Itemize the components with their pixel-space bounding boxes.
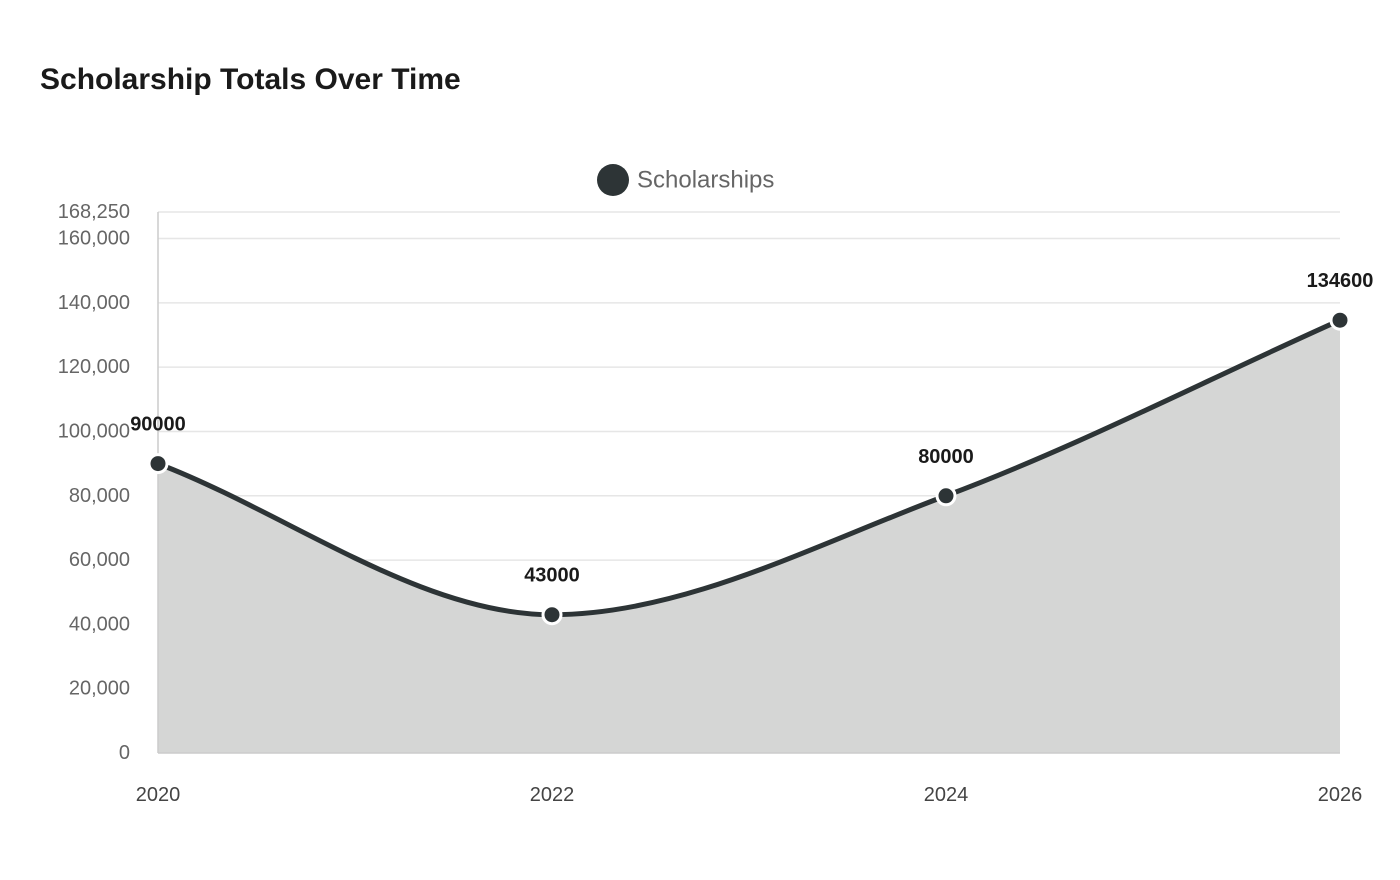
data-points [147,309,1351,626]
y-tick-label: 80,000 [69,485,130,507]
y-tick-label: 168,250 [58,201,130,223]
area-fill [158,320,1340,753]
data-point[interactable] [147,453,169,475]
legend-label[interactable]: Scholarships [637,167,774,194]
data-point[interactable] [935,485,957,507]
data-point[interactable] [541,604,563,626]
x-tick-label: 2020 [136,784,181,806]
y-tick-label: 100,000 [58,420,130,442]
y-tick-label: 60,000 [69,549,130,571]
data-label: 134600 [1307,270,1374,292]
y-tick-label: 40,000 [69,613,130,635]
data-label: 43000 [524,565,580,587]
x-tick-label: 2026 [1318,784,1363,806]
y-tick-label: 20,000 [69,678,130,700]
y-tick-label: 0 [119,742,130,764]
series-line [155,317,1343,618]
y-tick-label: 140,000 [58,292,130,314]
legend-swatch-icon[interactable] [597,164,629,196]
x-tick-labels: 2020 2022 2024 2026 [136,784,1363,806]
y-tick-label: 160,000 [58,228,130,250]
data-label: 80000 [918,446,974,468]
data-point[interactable] [1329,309,1351,331]
data-labels: 90000 43000 80000 134600 [130,270,1373,587]
area-fill-layer [158,320,1340,753]
chart-title: Scholarship Totals Over Time [40,63,461,96]
legend[interactable]: Scholarships [597,164,774,196]
series-line-layer [155,317,1343,618]
y-tick-label: 120,000 [58,356,130,378]
x-tick-label: 2022 [530,784,575,806]
x-tick-label: 2024 [924,784,969,806]
data-label: 90000 [130,414,186,436]
y-tick-labels: 0 20,000 40,000 60,000 80,000 100,000 120,000 1… [58,201,130,764]
axes [157,212,1340,754]
